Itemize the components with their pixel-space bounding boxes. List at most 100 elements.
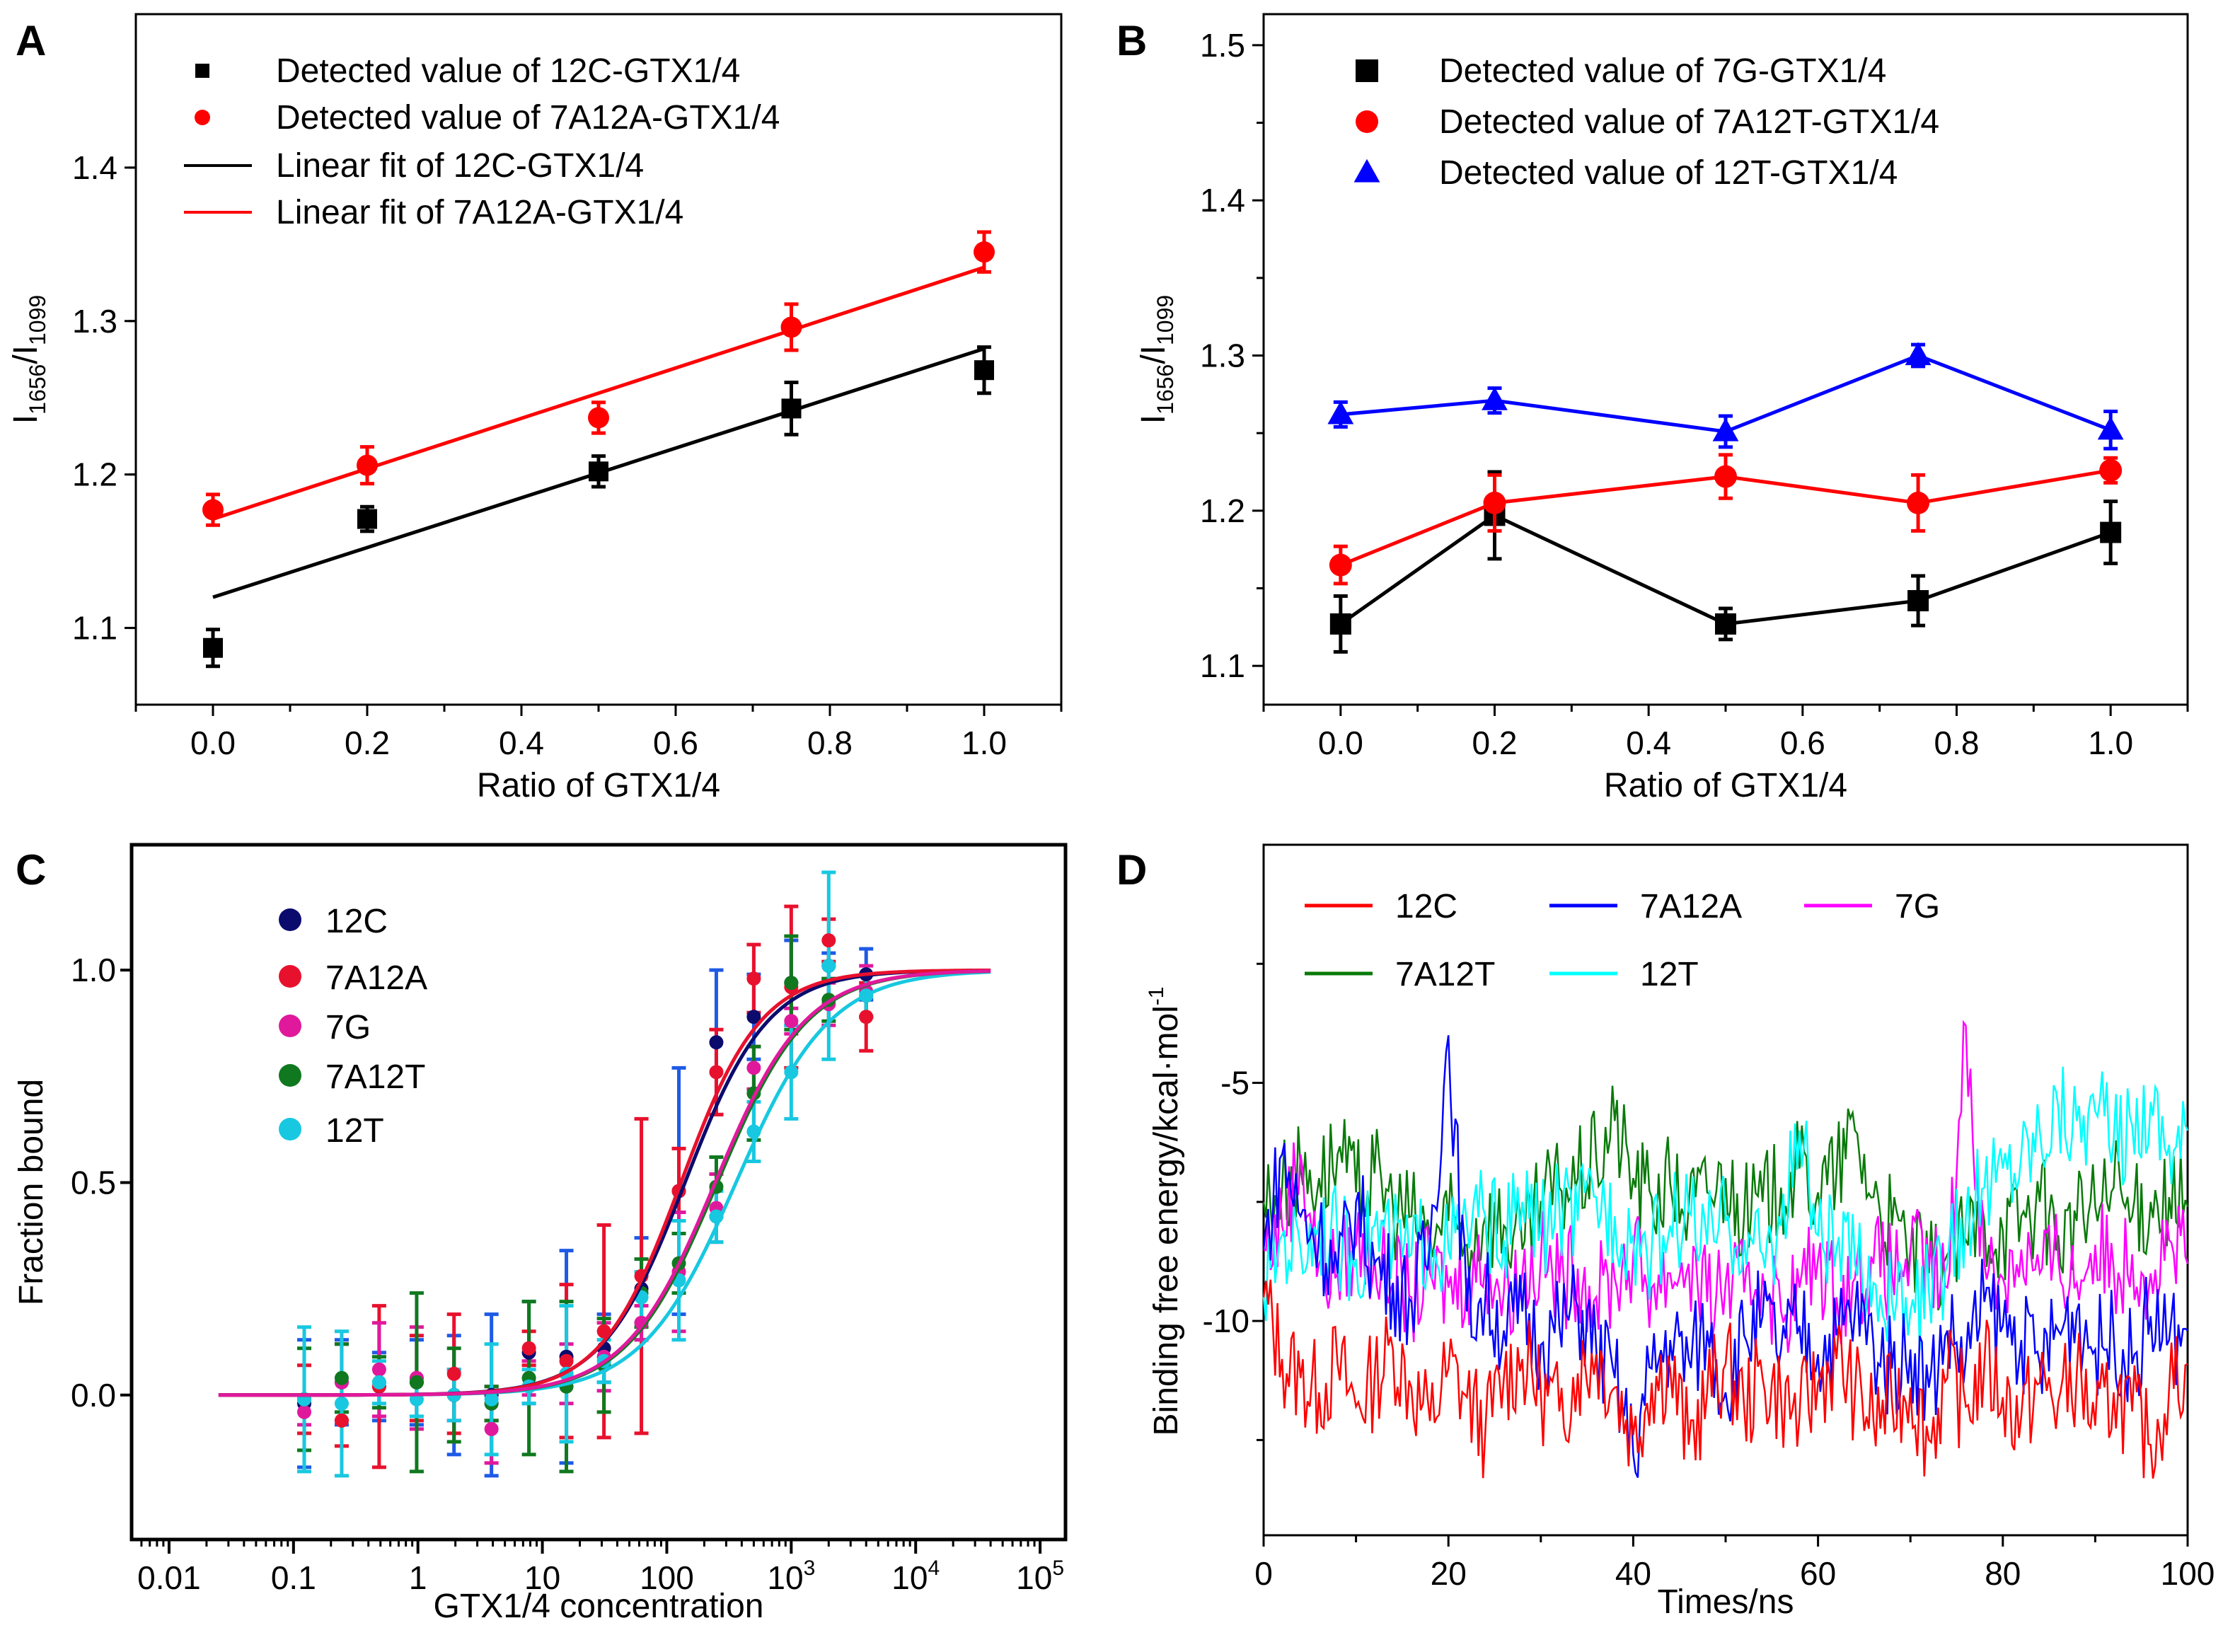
data-point	[371, 1375, 386, 1390]
x-tick-label: 0.0	[190, 724, 236, 761]
data-point	[2097, 416, 2124, 440]
data-point	[1482, 386, 1508, 410]
y-tick-label: 1.1	[1200, 647, 1245, 684]
y-tick-label: 1.3	[72, 303, 117, 340]
x-tick-label: 0.2	[1472, 724, 1518, 761]
x-tick-label: 0.6	[1780, 724, 1825, 761]
x-tick-label: 10	[524, 1559, 560, 1596]
panel-a: A 0.0 0.2 0.4 0.6 0.8 1.0 1.1 1.2 1.3 1.4 Ratio of …	[7, 13, 1063, 804]
data-point	[780, 316, 802, 338]
data-point	[334, 1370, 349, 1385]
data-point	[409, 1375, 424, 1390]
x-tick-base: 10	[891, 1559, 928, 1596]
y-label-sub: 1099	[1153, 295, 1178, 345]
y-label-main: I	[1135, 415, 1172, 424]
data-point	[334, 1396, 349, 1411]
legend-marker	[279, 1064, 301, 1087]
x-tick-exponent: 4	[928, 1556, 940, 1580]
y-label-sup: -1	[1145, 987, 1168, 1006]
y-tick-label: 0.5	[71, 1164, 116, 1201]
data-point	[371, 1362, 386, 1377]
data-point	[588, 407, 609, 429]
series-trace	[1263, 1019, 2189, 1353]
x-tick-base: 10	[767, 1559, 803, 1596]
legend-label: Detected value of 7G-GTX1/4	[1439, 52, 1886, 90]
x-tick-label: 0.0	[1318, 724, 1363, 761]
legend-label: 7G	[325, 1009, 371, 1046]
series-trace	[1262, 1035, 2188, 1478]
panel-letter: A	[16, 17, 46, 64]
x-tick-base: 0.01	[137, 1559, 201, 1596]
y-tick-label: 1.4	[72, 149, 117, 186]
data-point	[1329, 553, 1352, 577]
y-tick-label: -5	[1220, 1065, 1249, 1102]
legend-marker	[279, 908, 301, 931]
x-tick-label: 1	[409, 1559, 427, 1596]
legend-label: Detected value of 12T-GTX1/4	[1439, 154, 1898, 192]
legend-label: Detected value of 7A12A-GTX1/4	[276, 99, 780, 137]
x-tick-label: 0	[1254, 1555, 1273, 1592]
legend-label: 7A12T	[325, 1058, 425, 1096]
data-point	[357, 454, 378, 476]
data-point	[709, 1065, 724, 1080]
x-tick-label: 0.4	[499, 724, 544, 761]
x-tick-label: 0.8	[1934, 724, 1980, 761]
y-label-sub: 1099	[25, 295, 50, 345]
x-tick-label: 0.6	[653, 724, 698, 761]
data-point	[1712, 417, 1739, 441]
data-point	[1905, 342, 1932, 366]
data-point	[746, 1061, 761, 1075]
x-tick-base: 100	[640, 1559, 694, 1596]
x-tick-label: 0.8	[807, 724, 853, 761]
y-tick-label: 1.0	[71, 952, 116, 988]
legend-marker	[1356, 110, 1378, 133]
legend: 12C 7A12A 7G 7A12T 12T	[279, 903, 427, 1150]
legend-label: Detected value of 12C-GTX1/4	[276, 52, 740, 90]
fit-line-1	[212, 265, 985, 521]
data-point	[2099, 458, 2123, 482]
panel-letter: C	[16, 846, 46, 894]
data-point	[821, 933, 836, 948]
y-label-sub: 1656	[1153, 364, 1178, 415]
y-tick-label: 1.4	[1200, 182, 1245, 219]
data-point	[297, 1404, 312, 1419]
legend-label: Linear fit of 7A12A-GTX1/4	[276, 194, 683, 231]
data-point	[521, 1341, 536, 1356]
data-point	[1907, 491, 1930, 514]
y-axis-label: I1656/I1099	[1135, 295, 1178, 424]
x-tick-label: 100	[2161, 1555, 2215, 1592]
plot-area	[218, 870, 991, 1478]
data-point	[1714, 465, 1737, 488]
x-tick-label: 40	[1615, 1555, 1651, 1592]
legend-marker	[195, 64, 209, 78]
data-point	[446, 1366, 461, 1381]
y-tick-label: -10	[1203, 1302, 1249, 1339]
x-tick-base: 10	[524, 1559, 560, 1596]
plot-area	[202, 230, 995, 669]
legend-label: 12C	[325, 903, 388, 940]
y-label-main: Binding free energy/kcal·mol	[1148, 1005, 1185, 1436]
x-tick-label: 1.0	[2088, 724, 2133, 761]
y-tick-label: 1.2	[72, 456, 117, 493]
y-tick-label: 1.3	[1200, 337, 1245, 374]
panel-letter: B	[1116, 17, 1147, 64]
x-tick-label: 60	[1800, 1555, 1836, 1592]
data-point	[1907, 590, 1929, 612]
data-point	[589, 461, 608, 482]
data-point	[203, 637, 223, 658]
data-point	[1715, 613, 1736, 635]
data-point	[334, 1413, 349, 1428]
data-point	[746, 1010, 761, 1024]
legend-label: 12T	[325, 1112, 384, 1150]
legend-label: Detected value of 7A12T-GTX1/4	[1439, 103, 1939, 141]
x-axis-label: Ratio of GTX1/4	[1604, 767, 1847, 804]
y-label-main: I	[7, 415, 45, 424]
data-point	[2100, 521, 2122, 543]
axes: 0.0 0.2 0.4 0.6 0.8 1.0 1.1 1.2 1.3 1.4 Ratio of G…	[7, 149, 1063, 804]
x-tick-exponent: 3	[804, 1556, 816, 1580]
data-point	[781, 398, 802, 419]
legend-marker	[1353, 158, 1380, 183]
data-point	[859, 1010, 874, 1024]
x-tick-label: 1.0	[962, 724, 1007, 761]
